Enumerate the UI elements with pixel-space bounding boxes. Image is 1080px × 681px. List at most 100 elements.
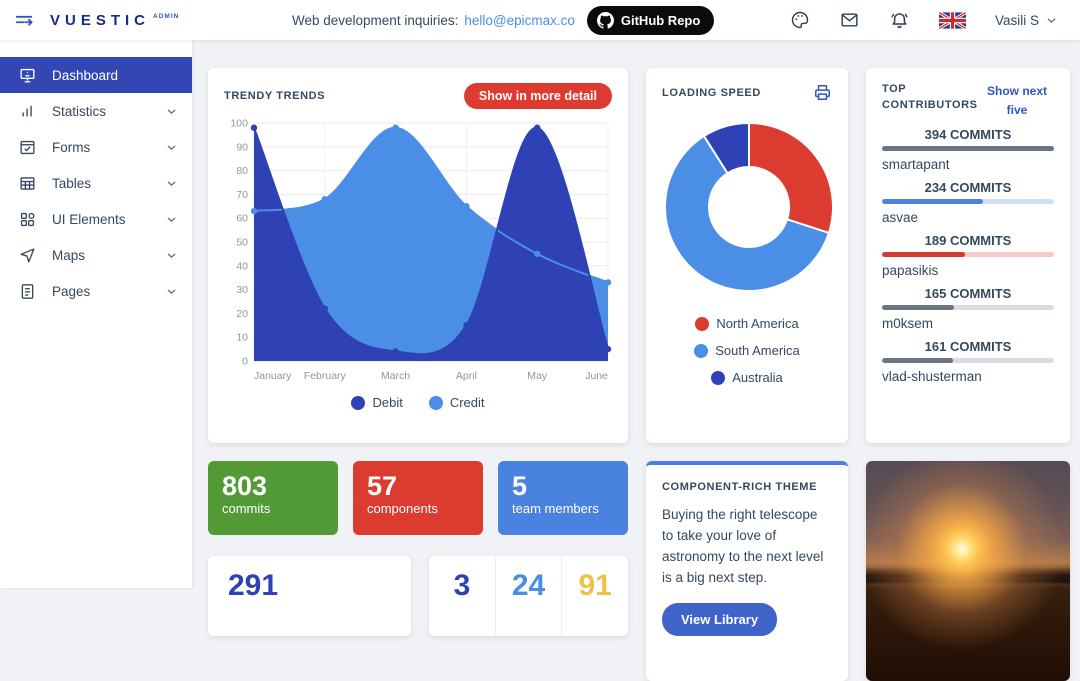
user-menu[interactable]: Vasili S — [995, 13, 1058, 28]
number-value: 24 — [511, 569, 546, 602]
donut-chart-svg — [664, 121, 832, 292]
contributors-list: 394 COMMITS smartapant 234 COMMITS asvae 189… — [882, 127, 1054, 384]
maps-icon — [17, 246, 37, 265]
statistics-icon — [17, 102, 37, 121]
legend-label: Australia — [732, 370, 783, 385]
legend-item-north-america[interactable]: North America — [695, 316, 799, 331]
contributor-name: papasikis — [882, 263, 939, 279]
sidebar-item-label: UI Elements — [52, 211, 126, 227]
logo-admin-text: ADMIN — [153, 12, 180, 20]
legend-item-south-america[interactable]: South America — [694, 343, 800, 358]
chevron-down-icon — [165, 105, 178, 118]
svg-text:0: 0 — [242, 356, 248, 368]
show-more-detail-button[interactable]: Show in more detail — [463, 83, 612, 109]
number-cell: 91 — [561, 556, 628, 636]
contributor-progress-fill — [882, 305, 955, 311]
legend-item-australia[interactable]: Australia — [711, 370, 783, 385]
contributor-name: asvae — [882, 210, 919, 226]
legend-item-debit[interactable]: Debit — [351, 395, 403, 410]
inquiries-label: Web development inquiries: — [292, 12, 459, 28]
forms-icon — [17, 138, 37, 157]
chevron-down-icon — [165, 213, 178, 226]
sidebar-item-tables[interactable]: Tables — [0, 165, 192, 201]
svg-text:January: January — [254, 370, 292, 382]
view-library-button[interactable]: View Library — [662, 602, 778, 636]
uk-flag[interactable] — [938, 11, 966, 29]
sidebar-item-label: Statistics — [52, 103, 107, 119]
palette-icon[interactable] — [790, 10, 810, 30]
svg-text:April: April — [456, 370, 477, 382]
stat-cards-row: 803 commits 57 components 5 team members — [208, 461, 628, 535]
theme-card-text: Buying the right telescope to take your … — [662, 507, 824, 585]
sidebar-item-forms[interactable]: Forms — [0, 129, 192, 165]
legend-label: North America — [716, 316, 799, 331]
column-middle: LOADING SPEED North America South America… — [646, 68, 848, 681]
contributor-commits-label: 165 COMMITS — [924, 286, 1012, 302]
sidebar-item-maps[interactable]: Maps — [0, 237, 192, 273]
main-content: TRENDY TRENDS Show in more detail 0 10 20 3… — [192, 40, 1080, 681]
sidebar-item-label: Dashboard — [52, 67, 119, 83]
legend-label: Debit — [372, 395, 403, 410]
contributor-name: m0ksem — [882, 316, 934, 332]
sidebar-item-label: Maps — [52, 247, 86, 263]
sidebar-item-ui-elements[interactable]: UI Elements — [0, 201, 192, 237]
svg-text:30: 30 — [236, 284, 248, 296]
top-contributors-title: TOP CONTRIBUTORS — [882, 83, 978, 111]
user-name: Vasili S — [994, 12, 1039, 28]
number-card-right: 3 24 91 — [429, 556, 628, 636]
logo-brand-text: VUESTIC — [50, 11, 151, 29]
mail-icon[interactable] — [839, 10, 860, 30]
contributor-progress-fill — [882, 199, 984, 205]
chevron-down-icon — [165, 141, 178, 154]
dashboard-icon — [17, 66, 37, 85]
sidebar-item-pages[interactable]: Pages — [0, 273, 192, 309]
contributor-row: 189 COMMITS papasikis — [882, 233, 1054, 278]
legend-color-dot — [351, 395, 366, 410]
svg-text:June: June — [585, 370, 608, 382]
sidebar-collapse-icon[interactable] — [14, 10, 34, 30]
sidebar-item-statistics[interactable]: Statistics — [0, 93, 192, 129]
print-icon[interactable] — [813, 83, 832, 102]
sidebar-item-dashboard[interactable]: Dashboard — [0, 57, 192, 93]
navbar-left: VUESTIC ADMIN — [0, 10, 192, 30]
contributor-name: smartapant — [882, 157, 950, 173]
number-cell: 24 — [494, 556, 562, 636]
stat-card-value: 5 — [512, 471, 528, 501]
stat-card-label: team members — [512, 501, 599, 517]
navbar-right: Vasili S — [790, 10, 1080, 31]
stat-card-label: components — [367, 501, 438, 517]
show-next-five-link[interactable]: Show next five — [986, 84, 1047, 117]
github-icon — [596, 11, 614, 29]
chevron-down-icon — [165, 285, 178, 298]
inquiries-email-link[interactable]: hello@epicmax.co — [464, 12, 575, 28]
contributor-commits-label: 394 COMMITS — [924, 127, 1012, 143]
svg-text:100: 100 — [230, 118, 248, 130]
contributor-progress-bar — [882, 252, 1054, 258]
chevron-down-icon — [165, 177, 178, 190]
contributor-row: 165 COMMITS m0ksem — [882, 286, 1054, 331]
legend-color-dot — [695, 316, 710, 331]
github-repo-button[interactable]: GitHub Repo — [586, 5, 715, 35]
pages-icon — [17, 282, 37, 301]
legend-color-dot — [694, 343, 709, 358]
loading-speed-title: LOADING SPEED — [662, 86, 761, 99]
contributor-row: 394 COMMITS smartapant — [882, 127, 1054, 172]
contributor-progress-fill — [882, 146, 1054, 152]
legend-item-credit[interactable]: Credit — [428, 395, 485, 410]
donut-legend: North America South America Australia — [662, 316, 832, 385]
legend-label: Credit — [449, 395, 485, 410]
trendy-trends-chart: 0 10 20 30 40 50 60 70 80 90 100 January February Mar… — [224, 115, 612, 387]
stat-card-components: 57 components — [353, 461, 483, 535]
bell-icon[interactable] — [889, 10, 910, 31]
number-cell: 3 — [429, 556, 495, 636]
svg-text:March: March — [381, 370, 410, 382]
vuestic-logo[interactable]: VUESTIC ADMIN — [50, 12, 179, 29]
loading-speed-card: LOADING SPEED North America South America… — [646, 68, 848, 443]
stat-card-team-members: 5 team members — [498, 461, 628, 535]
svg-text:90: 90 — [236, 141, 248, 153]
top-navbar: VUESTIC ADMIN Web development inquiries:… — [0, 0, 1080, 40]
sunset-field-photo — [866, 461, 1070, 681]
top-contributors-card: TOP CONTRIBUTORS Show next five 394 COMM… — [866, 68, 1070, 443]
svg-text:20: 20 — [236, 308, 248, 320]
legend-color-dot — [428, 395, 443, 410]
